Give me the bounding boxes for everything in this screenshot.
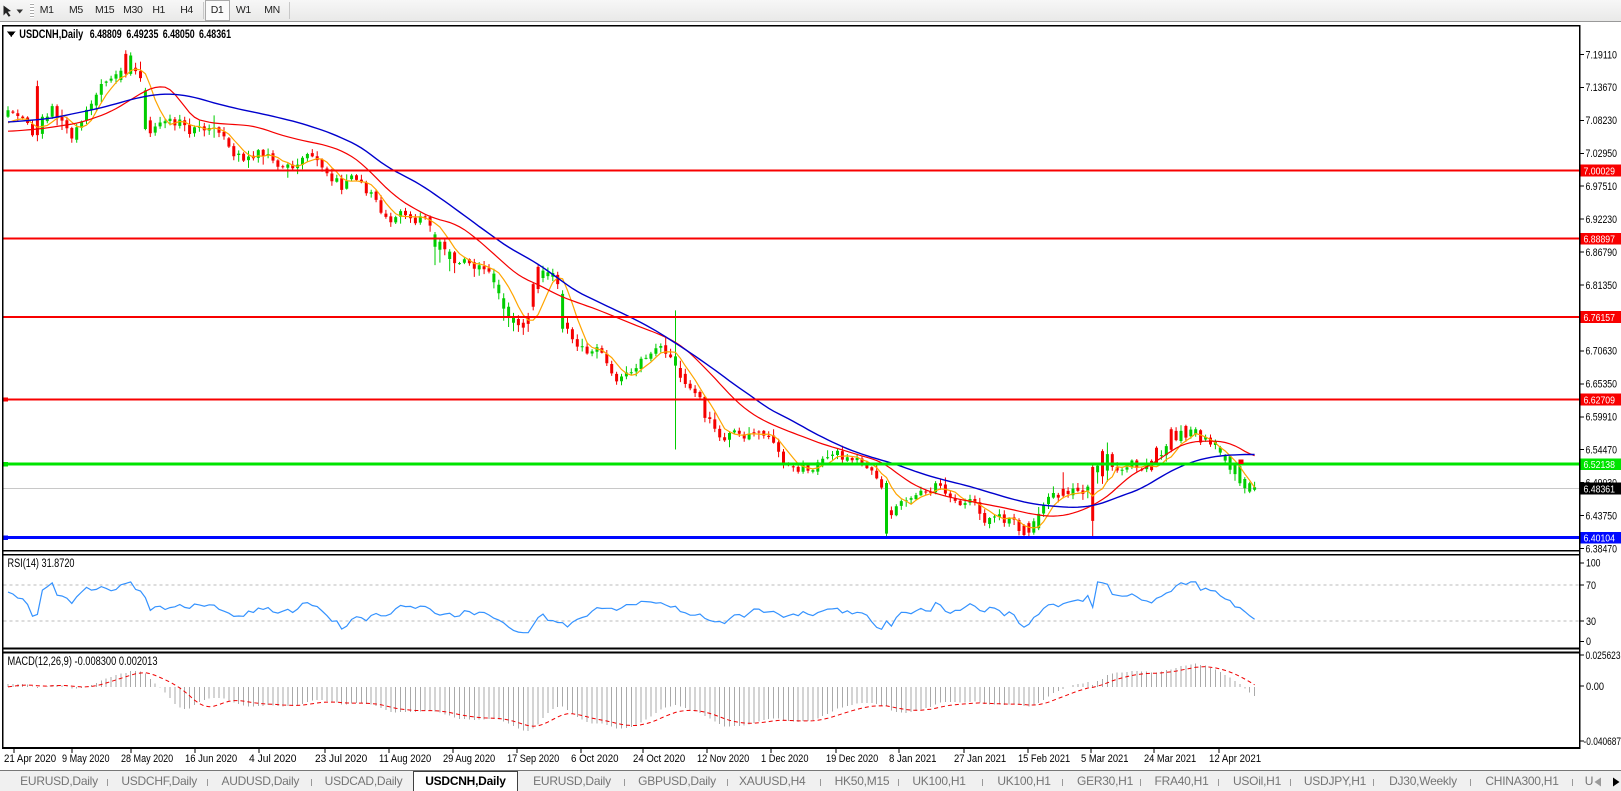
svg-text:6.88897: 6.88897 xyxy=(1584,234,1616,246)
svg-text:23 Jul 2020: 23 Jul 2020 xyxy=(315,753,367,765)
svg-text:30: 30 xyxy=(1586,616,1596,628)
svg-text:MACD(12,26,9) -0.008300 0.0020: MACD(12,26,9) -0.008300 0.002013 xyxy=(8,656,158,668)
svg-text:24 Oct 2020: 24 Oct 2020 xyxy=(633,753,685,765)
svg-text:6.49235: 6.49235 xyxy=(126,27,158,41)
svg-text:6.43750: 6.43750 xyxy=(1586,510,1618,522)
svg-text:USDCNH,Daily: USDCNH,Daily xyxy=(19,27,83,41)
svg-text:6.59910: 6.59910 xyxy=(1586,412,1618,424)
svg-text:RSI(14) 31.8720: RSI(14) 31.8720 xyxy=(8,558,75,570)
svg-text:6.81350: 6.81350 xyxy=(1586,280,1618,292)
svg-text:4 Jul 2020: 4 Jul 2020 xyxy=(249,753,297,765)
svg-text:0.00: 0.00 xyxy=(1586,681,1604,693)
svg-text:27 Jan 2021: 27 Jan 2021 xyxy=(954,753,1006,765)
svg-text:6.86790: 6.86790 xyxy=(1586,247,1618,259)
svg-text:7.13670: 7.13670 xyxy=(1586,82,1618,94)
svg-text:6.65350: 6.65350 xyxy=(1586,379,1618,391)
svg-text:70: 70 xyxy=(1586,580,1596,592)
svg-text:9 May 2020: 9 May 2020 xyxy=(62,753,110,765)
svg-text:6.52138: 6.52138 xyxy=(1584,459,1616,471)
svg-text:24 Mar 2021: 24 Mar 2021 xyxy=(1144,753,1196,765)
svg-text:0: 0 xyxy=(1586,636,1591,648)
svg-text:12 Nov 2020: 12 Nov 2020 xyxy=(697,753,749,765)
svg-text:6.48361: 6.48361 xyxy=(1584,483,1616,495)
svg-text:5 Mar 2021: 5 Mar 2021 xyxy=(1081,753,1129,765)
svg-text:1 Dec 2020: 1 Dec 2020 xyxy=(761,753,809,765)
svg-text:6.92230: 6.92230 xyxy=(1586,214,1618,226)
svg-text:6.48809: 6.48809 xyxy=(90,27,122,41)
svg-text:7.08230: 7.08230 xyxy=(1586,115,1618,127)
svg-text:28 May 2020: 28 May 2020 xyxy=(121,753,173,765)
svg-text:21 Apr 2020: 21 Apr 2020 xyxy=(4,753,56,765)
svg-text:6.62709: 6.62709 xyxy=(1584,394,1616,406)
svg-text:12 Apr 2021: 12 Apr 2021 xyxy=(1209,753,1261,765)
svg-text:0.025623: 0.025623 xyxy=(1586,650,1621,662)
svg-text:19 Dec 2020: 19 Dec 2020 xyxy=(826,753,878,765)
svg-text:6.48361: 6.48361 xyxy=(199,27,231,41)
svg-text:15 Feb 2021: 15 Feb 2021 xyxy=(1018,753,1070,765)
svg-text:6.76157: 6.76157 xyxy=(1584,312,1616,324)
svg-text:7.00029: 7.00029 xyxy=(1584,165,1616,177)
svg-text:7.02950: 7.02950 xyxy=(1586,148,1618,160)
svg-text:6 Oct 2020: 6 Oct 2020 xyxy=(571,753,619,765)
svg-text:6.40104: 6.40104 xyxy=(1584,533,1616,545)
svg-text:6.70630: 6.70630 xyxy=(1586,346,1618,358)
svg-text:7.19110: 7.19110 xyxy=(1586,49,1618,61)
svg-text:11 Aug 2020: 11 Aug 2020 xyxy=(379,753,431,765)
svg-text:6.48050: 6.48050 xyxy=(163,27,195,41)
svg-text:6.54470: 6.54470 xyxy=(1586,445,1618,457)
svg-text:6.38470: 6.38470 xyxy=(1586,543,1618,555)
svg-text:8 Jan 2021: 8 Jan 2021 xyxy=(889,753,937,765)
svg-text:6.97510: 6.97510 xyxy=(1586,181,1618,193)
svg-text:17 Sep 2020: 17 Sep 2020 xyxy=(507,753,559,765)
svg-text:-0.040687: -0.040687 xyxy=(1584,736,1621,748)
svg-text:29 Aug 2020: 29 Aug 2020 xyxy=(443,753,495,765)
svg-text:16 Jun 2020: 16 Jun 2020 xyxy=(185,753,237,765)
svg-text:100: 100 xyxy=(1586,558,1601,570)
